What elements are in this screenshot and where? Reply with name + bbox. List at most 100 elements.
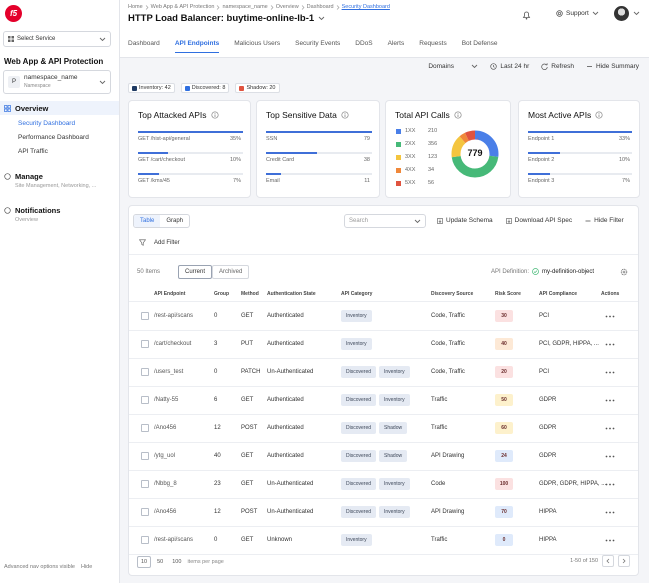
logo[interactable]: f5	[5, 5, 22, 22]
overview-section[interactable]: Overview	[0, 101, 119, 115]
page-size[interactable]: 10	[137, 556, 152, 568]
service-select[interactable]: Select Service	[3, 31, 111, 47]
info-icon	[210, 111, 219, 119]
nav-item[interactable]: Security Dashboard	[18, 120, 76, 127]
table-action[interactable]: Hide Filter	[585, 217, 624, 224]
add-filter[interactable]: Add Filter	[139, 239, 180, 246]
auth-state: Authenticated	[267, 397, 304, 403]
method: POST	[241, 425, 258, 431]
row-checkbox[interactable]	[141, 396, 149, 404]
toolbar-button[interactable]: Refresh	[541, 63, 574, 70]
definition-name[interactable]: my-definition-object	[542, 268, 595, 275]
compliance: GDPR, GDPR, HIPPA, ...	[539, 481, 607, 487]
row-actions-icon[interactable]	[605, 483, 615, 486]
endpoint[interactable]: /cart/checkout	[154, 341, 192, 347]
page-nav[interactable]	[618, 555, 630, 567]
endpoint[interactable]: /rest-api/scans	[154, 313, 194, 319]
clock-icon	[490, 63, 497, 70]
table-cell: 30	[495, 302, 513, 330]
breadcrumb-item[interactable]: namespace_name	[222, 4, 268, 10]
nav-section[interactable]: Manage	[4, 172, 43, 181]
group: 40	[214, 453, 221, 459]
endpoint[interactable]: /Ano456	[154, 509, 177, 515]
endpoint[interactable]: /rest-api/scans	[154, 537, 194, 543]
avatar[interactable]	[614, 6, 629, 21]
row-actions-icon[interactable]	[605, 427, 615, 430]
nav-section[interactable]: Notifications	[4, 206, 60, 215]
row-checkbox[interactable]	[141, 480, 149, 488]
toolbar-button[interactable]: Domains	[428, 63, 478, 70]
row-actions-icon[interactable]	[605, 455, 615, 458]
table-cell: 3	[214, 330, 217, 358]
nav-item[interactable]: Performance Dashboard	[18, 134, 89, 141]
filter-chip[interactable]: Inventory: 42	[128, 83, 175, 93]
footer-hide[interactable]: Hide	[80, 564, 93, 570]
chevron-icon	[414, 219, 421, 223]
page-size[interactable]: 50	[157, 559, 164, 565]
row-label: GET /kms/45	[138, 178, 170, 184]
breadcrumb-item[interactable]: Home	[128, 4, 143, 10]
table-cell: GET	[241, 302, 253, 330]
tab[interactable]: Security Events	[295, 40, 341, 47]
scope-option[interactable]: Archived	[212, 265, 250, 279]
method: PATCH	[241, 369, 261, 375]
page-size[interactable]: 100	[172, 559, 182, 565]
row-actions-icon[interactable]	[605, 399, 615, 402]
risk-badge: 40	[495, 338, 513, 350]
column-header: Risk Score	[495, 291, 521, 297]
row-checkbox[interactable]	[141, 424, 149, 432]
row-checkbox[interactable]	[141, 368, 149, 376]
tab[interactable]: DDoS	[355, 40, 373, 47]
table-action[interactable]: Download API Spec	[505, 217, 572, 224]
support-menu[interactable]: Support	[556, 10, 599, 17]
page-nav[interactable]	[602, 555, 614, 567]
table-cell: Discovered Inventory	[341, 386, 410, 414]
tab[interactable]: API Endpoints	[174, 40, 220, 53]
table-row: /Natty-55 6 GET Authenticated Discovered Inve…	[129, 386, 638, 415]
view-option[interactable]: Table	[134, 215, 161, 227]
scope-option[interactable]: Current	[178, 265, 213, 279]
tab[interactable]: Bot Defense	[461, 40, 498, 47]
row-checkbox[interactable]	[141, 340, 149, 348]
row-actions-icon[interactable]	[605, 371, 615, 374]
row-checkbox[interactable]	[141, 536, 149, 544]
compliance: HIPPA	[539, 537, 557, 543]
row-checkbox[interactable]	[141, 508, 149, 516]
endpoint[interactable]: /users_test	[154, 369, 184, 375]
breadcrumb-item[interactable]: Dashboard	[306, 4, 334, 10]
endpoint[interactable]: /ytg_uol	[154, 453, 176, 459]
table-cell: GDPR	[539, 414, 556, 442]
bar	[138, 173, 159, 175]
legend-value: 210	[428, 128, 438, 134]
table-cell	[605, 386, 615, 414]
breadcrumb-item[interactable]: Overview	[275, 4, 299, 10]
tab[interactable]: Dashboard	[128, 40, 160, 47]
tab[interactable]: Requests	[419, 40, 447, 47]
row-checkbox[interactable]	[141, 312, 149, 320]
row-checkbox[interactable]	[141, 452, 149, 460]
filter-chip[interactable]: Discovered: 8	[180, 83, 230, 93]
search-box[interactable]: Search	[344, 214, 426, 228]
row-actions-icon[interactable]	[605, 511, 615, 514]
card-header: Top Attacked APIs	[138, 110, 219, 120]
breadcrumb-sep	[336, 4, 340, 10]
row-actions-icon[interactable]	[605, 539, 615, 542]
toolbar-button[interactable]: Hide Summary	[586, 63, 639, 70]
breadcrumb-item[interactable]: Web App & API Protection	[150, 4, 215, 10]
row-actions-icon[interactable]	[605, 343, 615, 346]
nav-item[interactable]: API Traffic	[18, 148, 48, 155]
breadcrumb-item[interactable]: Security Dashboard	[341, 4, 390, 10]
column-header: API Compliance	[539, 291, 578, 297]
filter-chip[interactable]: Shadow: 20	[235, 83, 280, 93]
endpoint[interactable]: /Ano456	[154, 425, 177, 431]
table-cell	[605, 470, 615, 498]
tab[interactable]: Malicious Users	[234, 40, 281, 47]
tab[interactable]: Alerts	[387, 40, 405, 47]
row-actions-icon[interactable]	[605, 315, 615, 318]
endpoint[interactable]: /Natty-55	[154, 397, 179, 403]
endpoint[interactable]: /Nbbg_8	[154, 481, 177, 487]
toolbar-button[interactable]: Last 24 hr	[490, 63, 529, 70]
view-option[interactable]: Graph	[166, 218, 184, 224]
table-action[interactable]: Update Schema	[437, 217, 493, 224]
